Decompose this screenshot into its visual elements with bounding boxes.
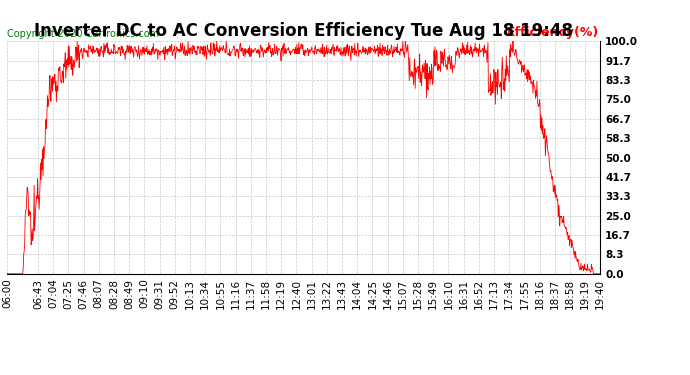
Text: Efficiency(%): Efficiency(%) (507, 26, 599, 39)
Text: Copyright 2020 Cartronics.com: Copyright 2020 Cartronics.com (8, 29, 159, 39)
Title: Inverter DC to AC Conversion Efficiency Tue Aug 18 19:48: Inverter DC to AC Conversion Efficiency … (34, 22, 573, 40)
